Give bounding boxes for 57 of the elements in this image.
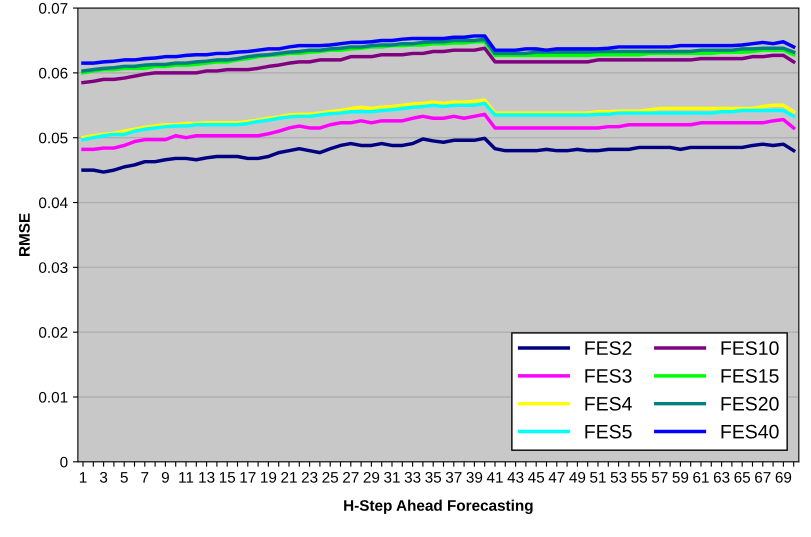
y-tick-label: 0.07 (39, 2, 68, 14)
y-tick-label: 0.04 (39, 197, 68, 208)
legend-label: FES10 (722, 341, 779, 355)
x-tick-label: 47 (548, 472, 565, 483)
legend-label: FES3 (585, 369, 632, 383)
y-axis-title: RMSE (19, 213, 30, 256)
y-tick-label: 0.03 (39, 262, 68, 274)
x-tick-label: 59 (672, 472, 688, 483)
x-tick-label: 57 (652, 472, 668, 483)
x-tick-label: 23 (302, 472, 318, 483)
y-tick-label: 0.06 (39, 68, 68, 79)
x-tick-label: 69 (776, 472, 792, 483)
x-tick-label: 33 (404, 472, 420, 483)
x-tick-label: 35 (425, 472, 442, 483)
x-tick-label: 25 (322, 472, 338, 483)
x-tick-label: 21 (281, 472, 297, 483)
x-tick-label: 51 (590, 472, 606, 483)
y-tick-label: 0.05 (39, 132, 68, 144)
x-tick-label: 67 (755, 472, 771, 483)
x-tick-label: 49 (569, 472, 586, 483)
y-tick-label: 0.02 (39, 327, 68, 338)
y-tick-label: 0.01 (39, 392, 68, 403)
legend-label: FES40 (722, 424, 779, 439)
x-tick-label: 45 (528, 472, 544, 483)
y-tick-label: 0 (60, 456, 68, 468)
x-tick-label: 65 (734, 472, 750, 483)
legend-label: FES15 (722, 369, 779, 383)
x-tick-label: 13 (199, 472, 214, 483)
x-tick-label: 5 (120, 472, 128, 483)
legend-label: FES20 (722, 396, 779, 411)
x-axis-title: H-Step Ahead Forecasting (344, 500, 533, 514)
x-tick-label: 31 (384, 472, 400, 483)
x-tick-label: 55 (631, 472, 648, 483)
x-tick-label: 3 (100, 472, 108, 483)
x-tick-label: 15 (220, 472, 236, 483)
x-tick-label: 1 (80, 472, 87, 483)
x-tick-label: 11 (179, 472, 194, 483)
x-tick-label: 63 (714, 472, 730, 483)
x-tick-label: 43 (507, 472, 524, 483)
x-tick-label: 41 (486, 472, 503, 483)
line-series (81, 112, 796, 152)
x-tick-label: 37 (446, 472, 462, 483)
x-tick-label: 7 (141, 472, 148, 483)
line-series (81, 136, 796, 174)
x-tick-label: 27 (343, 472, 359, 483)
legend-label: FES2 (585, 341, 632, 355)
x-tick-label: 39 (466, 472, 482, 483)
x-tick-label: 9 (162, 472, 169, 483)
x-tick-label: 29 (364, 472, 380, 483)
x-tick-label: 17 (240, 472, 256, 483)
legend-label: FES4 (585, 396, 632, 411)
x-tick-label: 61 (693, 472, 709, 483)
x-tick-label: 53 (610, 472, 626, 483)
legend-label: FES5 (585, 424, 632, 439)
line-series (81, 34, 796, 65)
x-tick-label: 19 (261, 472, 276, 483)
line-series (81, 46, 796, 84)
